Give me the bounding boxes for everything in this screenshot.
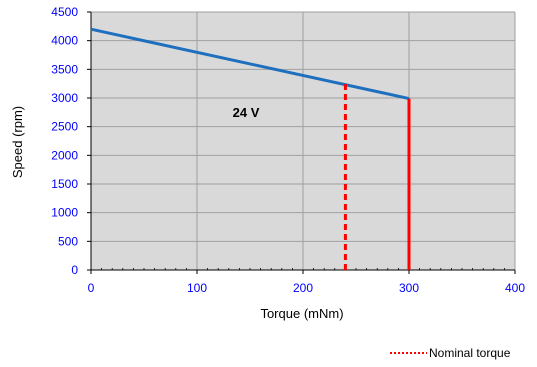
y-tick-label: 1000 bbox=[51, 206, 78, 220]
x-tick-label: 300 bbox=[399, 281, 419, 295]
y-tick-label: 2000 bbox=[51, 148, 78, 162]
y-tick-label: 3500 bbox=[51, 62, 78, 76]
x-tick-label: 200 bbox=[293, 281, 313, 295]
y-tick-label: 2500 bbox=[51, 120, 78, 134]
y-tick-label: 0 bbox=[71, 263, 78, 277]
axes bbox=[87, 11, 516, 274]
y-tick-label: 3000 bbox=[51, 91, 78, 105]
y-tick-label: 500 bbox=[58, 234, 78, 248]
x-tick-label: 400 bbox=[505, 281, 525, 295]
x-tick-label: 100 bbox=[187, 281, 207, 295]
legend: Nominal torque bbox=[390, 346, 511, 360]
y-tick-label: 1500 bbox=[51, 177, 78, 191]
legend-label-nominal-torque: Nominal torque bbox=[429, 346, 511, 360]
series-label-24v: 24 V bbox=[233, 105, 260, 120]
plot-series bbox=[90, 27, 410, 101]
speed-torque-line bbox=[90, 27, 410, 101]
x-tick-label: 0 bbox=[88, 281, 95, 295]
y-axis-title: Speed (rpm) bbox=[10, 106, 25, 178]
y-tick-label: 4500 bbox=[51, 5, 78, 19]
tick-labels: 0 100 200 300 400050010001500200025003000350… bbox=[51, 5, 525, 295]
x-axis-title: Torque (mNm) bbox=[260, 306, 343, 321]
y-tick-label: 4000 bbox=[51, 34, 78, 48]
annotations: 24 V bbox=[233, 83, 411, 270]
